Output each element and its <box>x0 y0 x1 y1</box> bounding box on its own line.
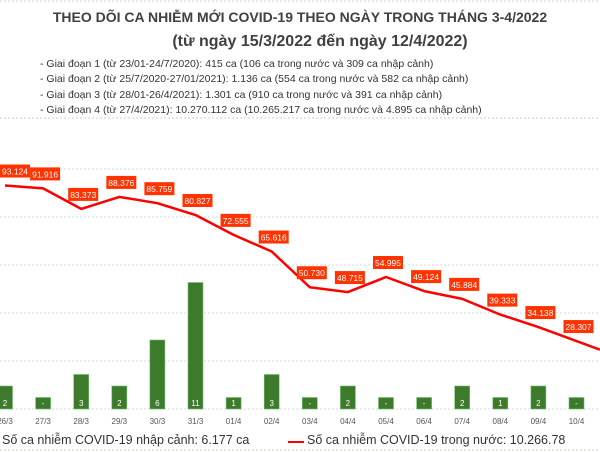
bar-imported <box>225 397 242 410</box>
bar-imported <box>301 397 318 410</box>
data-label: 65.616 <box>261 233 287 243</box>
x-tick-label: 28/3 <box>73 417 89 426</box>
phase-notes: - Giai đoạn 1 (từ 23/01-24/7/2020): 415 … <box>40 57 595 118</box>
data-label-box <box>296 266 327 280</box>
x-tick-label: 01/4 <box>226 417 242 426</box>
data-label: 49.124 <box>413 272 439 282</box>
bar-label: - <box>575 399 578 408</box>
bar-label: 2 <box>536 399 541 408</box>
bar-label: 2 <box>460 399 465 408</box>
data-label: 91.916 <box>32 169 58 179</box>
legend-imported-cases: Số ca nhiễm COVID-19 nhập cảnh: 6.177 ca <box>2 433 250 447</box>
data-label: 80.827 <box>185 196 211 206</box>
data-label: 88.376 <box>108 178 134 188</box>
legend-domestic-cases: Số ca nhiễm COVID-19 trong nước: 10.266.… <box>307 433 566 447</box>
x-tick-label: 04/4 <box>340 417 356 426</box>
x-tick-label: 10/4 <box>569 417 585 426</box>
data-label-box <box>525 306 556 320</box>
x-tick-label: 05/4 <box>378 417 394 426</box>
phase-note-1: - Giai đoạn 1 (từ 23/01-24/7/2020): 415 … <box>40 58 434 70</box>
x-tick-label: 02/4 <box>264 417 280 426</box>
bar-label: 6 <box>155 399 160 408</box>
bar-label: 11 <box>191 399 200 408</box>
bar-imported <box>568 397 585 410</box>
bar-label: 2 <box>3 399 8 408</box>
bar-imported <box>530 385 547 410</box>
data-label: 72.555 <box>223 216 249 226</box>
bar-imported <box>149 339 166 410</box>
bar-label: - <box>423 399 426 408</box>
data-label-box <box>106 175 137 189</box>
phase-note-3: - Giai đoạn 3 (từ 28/01-26/4/2021): 1.30… <box>40 88 443 101</box>
bar-label: - <box>308 399 311 408</box>
bar-imported <box>454 385 471 410</box>
data-label: 54.995 <box>375 258 401 268</box>
bar-label: 3 <box>79 399 84 408</box>
data-label-box <box>487 293 518 307</box>
x-tick-label: 07/4 <box>454 417 470 426</box>
data-label-box <box>411 270 442 284</box>
x-tick-label: 26/3 <box>0 417 13 426</box>
bar-imported <box>111 385 128 410</box>
bar-imported <box>340 385 356 410</box>
phase-note-2: - Giai đoạn 2 (từ 25/7/2020-27/01/2021):… <box>40 73 469 86</box>
data-label: 28.307 <box>566 322 592 332</box>
bar-imported <box>73 374 89 410</box>
data-label: 50.730 <box>299 268 325 278</box>
data-label-box <box>30 167 61 181</box>
data-label-box <box>220 213 251 227</box>
bar-imported <box>416 397 432 410</box>
x-tick-label: 03/4 <box>302 417 318 426</box>
x-tick-label: 27/3 <box>35 417 51 426</box>
x-tick-label: 29/3 <box>112 417 128 426</box>
x-tick-label: 30/3 <box>150 417 166 426</box>
data-label-box <box>144 182 175 196</box>
chart-title: THEO DÕI CA NHIỄM MỚI COVID-19 THEO NGÀY… <box>52 9 548 25</box>
x-tick-label: 31/3 <box>188 417 204 426</box>
data-label: 48.715 <box>337 273 363 283</box>
bar-imported <box>492 397 509 410</box>
line-domestic <box>4 184 600 351</box>
bar-imported <box>378 397 394 410</box>
bar-label: 2 <box>117 399 122 408</box>
bar-label: 2 <box>346 399 351 408</box>
x-tick-label: 06/4 <box>416 417 432 426</box>
data-label: 34.138 <box>527 308 553 318</box>
chart-subtitle: (từ ngày 15/3/2022 đến ngày 12/4/2022) <box>172 33 468 50</box>
bar-label: 3 <box>269 399 274 408</box>
data-label-box <box>373 256 403 270</box>
bar-label: 1 <box>231 399 236 408</box>
phase-note-4: - Giai đoạn 4 (từ 27/4/2021): 10.270.112… <box>40 103 482 116</box>
bar-imported <box>263 374 280 410</box>
data-label-box <box>334 271 365 285</box>
x-tick-label: 08/4 <box>493 417 509 426</box>
x-tick-label: 09/4 <box>531 417 547 426</box>
data-label-box <box>563 320 594 334</box>
data-label: 93.124 <box>2 167 28 177</box>
data-label: 83.373 <box>70 190 96 200</box>
bar-imported <box>0 385 13 410</box>
data-label-box <box>258 230 289 244</box>
data-label-box <box>182 194 213 208</box>
legend-line-marker <box>288 441 304 443</box>
data-label: 39.333 <box>489 296 515 306</box>
data-label-box <box>68 187 99 201</box>
data-label: 85.759 <box>146 184 172 194</box>
bar-label: 1 <box>498 399 503 408</box>
data-label: 45.884 <box>451 280 477 290</box>
bar-imported <box>35 397 51 410</box>
bar-label: - <box>385 399 388 408</box>
data-label-box <box>0 164 30 178</box>
data-label-box <box>449 277 480 291</box>
bar-label: - <box>42 399 45 408</box>
bar-imported <box>187 282 204 410</box>
